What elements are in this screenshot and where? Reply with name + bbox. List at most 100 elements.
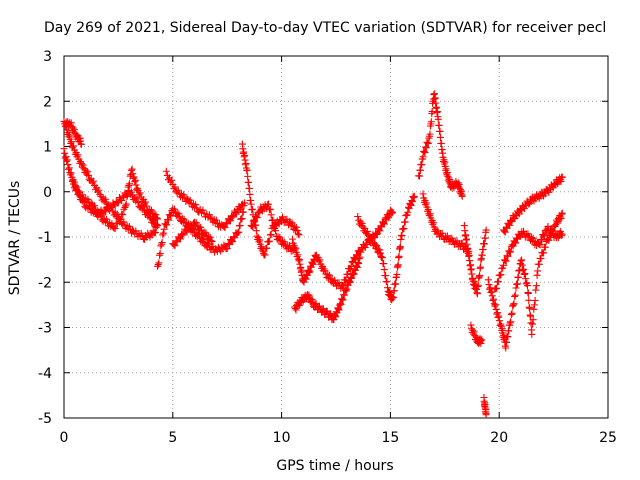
data-point — [340, 291, 348, 299]
data-point — [322, 270, 330, 278]
data-point — [511, 215, 519, 223]
x-tick-label: 5 — [168, 430, 177, 446]
data-point — [422, 144, 430, 152]
data-point — [510, 300, 518, 308]
data-point — [497, 271, 505, 279]
data-point — [372, 231, 380, 239]
data-point — [529, 316, 537, 324]
data-point — [557, 215, 565, 223]
data-point — [305, 291, 313, 299]
data-point — [545, 226, 553, 234]
data-point — [547, 226, 555, 234]
data-point — [191, 218, 199, 226]
data-point — [136, 189, 144, 197]
data-point — [355, 216, 363, 224]
data-point — [180, 215, 188, 223]
data-point — [512, 284, 520, 292]
data-point — [532, 282, 540, 290]
data-point — [233, 230, 241, 238]
data-point — [157, 240, 165, 248]
data-point — [512, 239, 520, 247]
series-track-a — [60, 117, 85, 148]
data-point — [155, 259, 163, 267]
data-point — [198, 235, 206, 243]
data-point — [356, 218, 364, 226]
data-point — [84, 195, 92, 203]
data-point — [426, 130, 434, 138]
data-point — [129, 170, 137, 178]
data-point — [294, 230, 302, 238]
data-point — [494, 313, 502, 321]
data-point — [534, 267, 542, 275]
data-point — [393, 270, 401, 278]
data-point — [410, 192, 418, 200]
data-point — [507, 248, 515, 256]
data-point — [420, 147, 428, 155]
data-point — [207, 237, 215, 245]
data-point — [251, 218, 259, 226]
data-point — [226, 217, 234, 225]
series-track-o — [460, 222, 490, 298]
data-point — [169, 205, 177, 213]
data-point — [244, 172, 252, 180]
data-point — [183, 219, 191, 227]
data-point — [467, 321, 475, 329]
data-point — [494, 278, 502, 286]
data-point — [326, 275, 334, 283]
data-point — [419, 153, 427, 161]
data-point — [256, 236, 264, 244]
data-point — [164, 216, 172, 224]
data-point — [115, 215, 123, 223]
data-point — [338, 295, 346, 303]
x-axis-label: GPS time / hours — [276, 458, 393, 474]
data-point — [62, 122, 70, 130]
data-point — [342, 286, 350, 294]
data-point — [480, 240, 488, 248]
y-tick-label: -3 — [38, 321, 52, 337]
data-point — [400, 225, 408, 233]
data-point — [321, 267, 329, 275]
data-point — [221, 224, 229, 232]
data-point — [288, 219, 296, 227]
data-point — [395, 252, 403, 260]
data-point — [171, 209, 179, 217]
data-point — [550, 222, 558, 230]
data-point — [388, 209, 396, 217]
data-point — [245, 178, 253, 186]
data-point — [236, 222, 244, 230]
data-point — [293, 227, 301, 235]
data-point — [238, 215, 246, 223]
data-point — [473, 290, 481, 298]
data-point — [156, 250, 164, 258]
data-point — [247, 222, 255, 230]
data-point — [269, 216, 277, 224]
data-point — [200, 238, 208, 246]
data-point — [78, 191, 86, 199]
data-point — [502, 344, 510, 352]
data-point — [482, 411, 490, 419]
data-point — [540, 231, 548, 239]
data-point — [514, 273, 522, 281]
data-point — [380, 266, 388, 274]
data-point — [492, 301, 500, 309]
data-point — [485, 281, 493, 289]
data-point — [304, 291, 312, 299]
data-point — [113, 220, 121, 228]
data-point — [382, 272, 390, 280]
y-tick-label: -1 — [38, 230, 52, 246]
data-point — [235, 228, 243, 236]
data-point — [478, 251, 486, 259]
data-point — [181, 219, 189, 227]
data-point — [435, 121, 443, 129]
data-point — [147, 206, 155, 214]
data-point — [335, 306, 343, 314]
data-point — [154, 215, 162, 223]
data-point — [505, 327, 513, 335]
data-point — [132, 181, 140, 189]
data-point — [180, 191, 188, 199]
data-point — [538, 236, 546, 244]
data-point — [272, 227, 280, 235]
data-point — [153, 214, 161, 222]
data-point — [306, 267, 314, 275]
